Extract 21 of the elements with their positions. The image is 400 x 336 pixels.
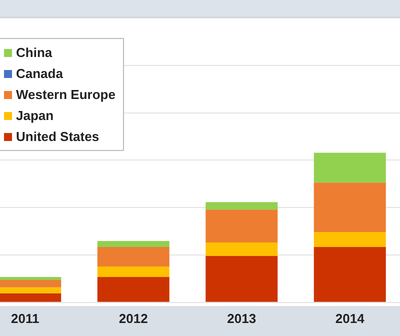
bar [314,247,386,302]
bar [314,152,386,183]
bar [97,266,170,277]
x-tick-label: 2012 [118,310,148,326]
bar [206,202,278,210]
bar [206,242,278,256]
x-tick-label: 2014 [335,310,366,326]
legend-label: United States [16,128,100,146]
bar [314,232,386,248]
bar [206,256,278,302]
bar [206,210,278,243]
x-tick-label: 2013 [227,310,256,326]
legend-label: Canada [16,65,63,83]
bar [314,182,386,232]
bar [97,247,170,266]
x-tick-label: 2011 [11,310,40,326]
legend-label: Japan [16,107,54,125]
bar [97,241,170,248]
legend-label: China [16,44,52,62]
bar [97,276,170,302]
legend-label: Western Europe [16,86,116,104]
